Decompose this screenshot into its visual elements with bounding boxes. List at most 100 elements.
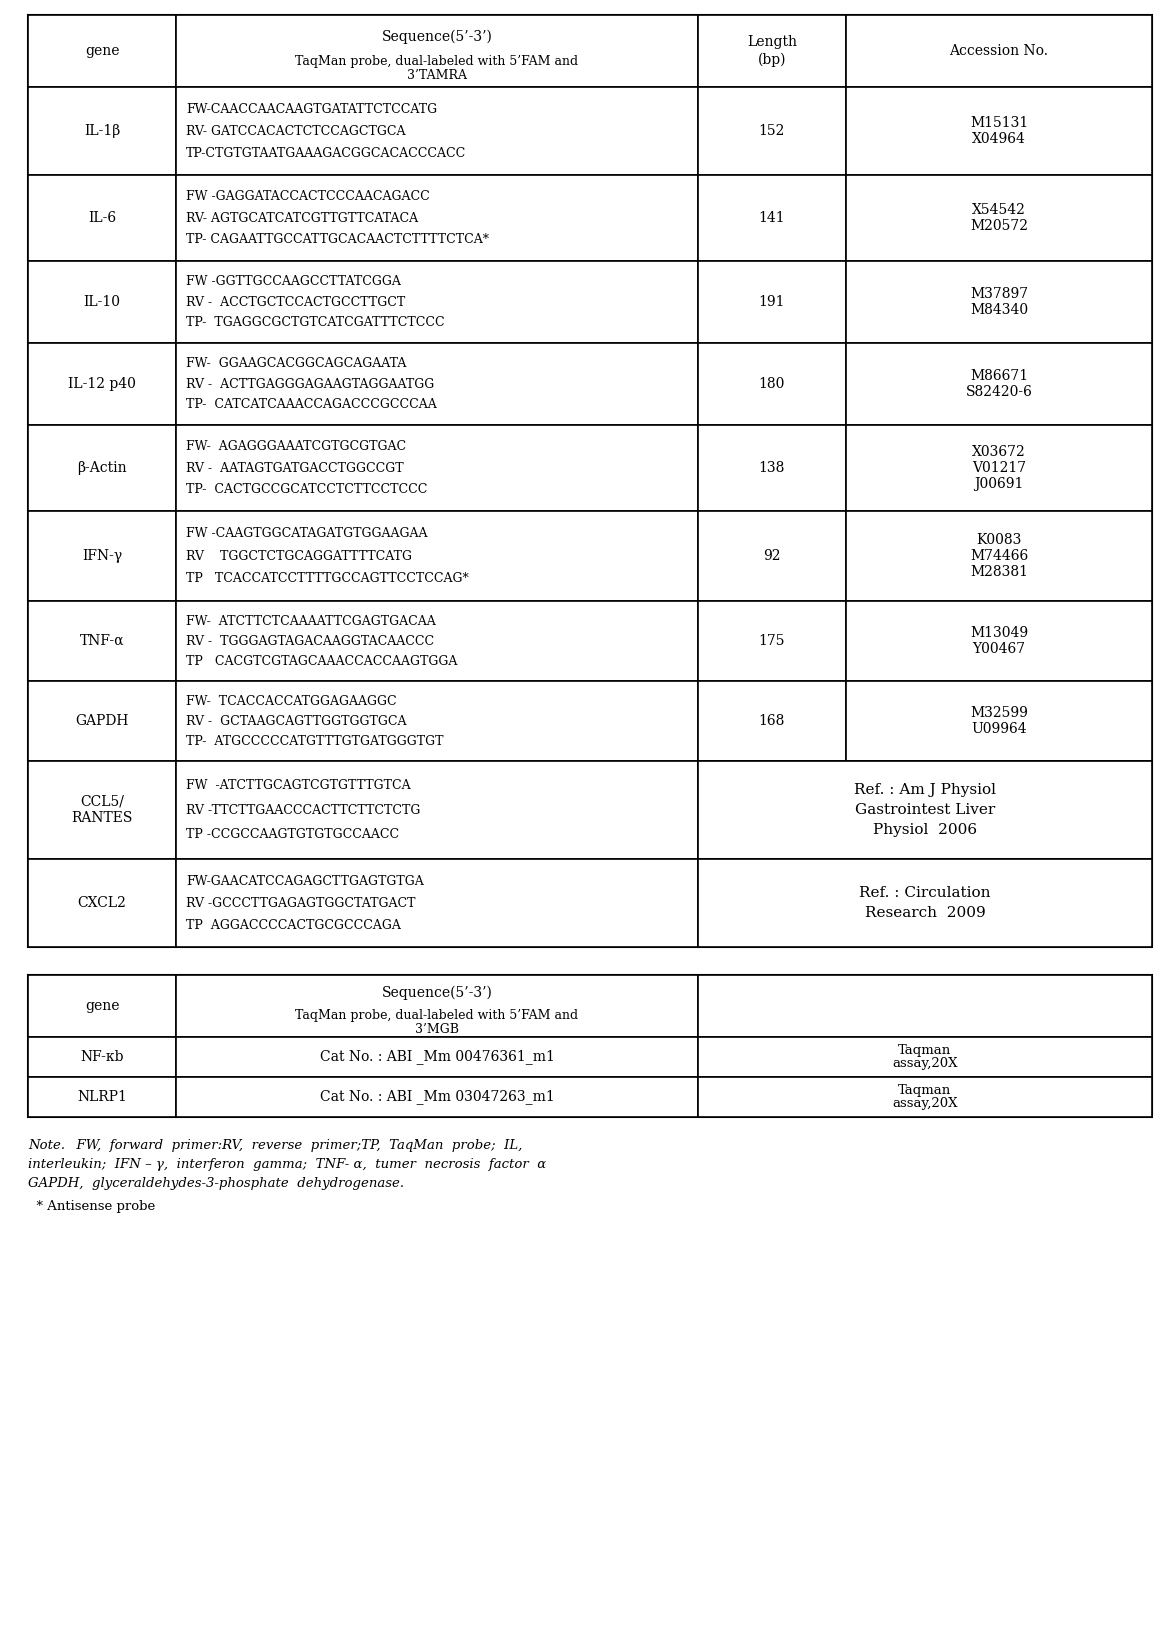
Text: RV -TTCTTGAACCCACTTCTTCTCTG: RV -TTCTTGAACCCACTTCTTCTCTG — [186, 803, 421, 816]
Text: RV -  TGGGAGTAGACAAGGTACAACCC: RV - TGGGAGTAGACAAGGTACAACCC — [186, 634, 434, 647]
Bar — [28, 760, 176, 858]
Bar — [176, 974, 699, 1037]
Text: TP- CAGAATTGCCATTGCACAACTCTTTTCTCA*: TP- CAGAATTGCCATTGCACAACTCTTTTCTCA* — [186, 234, 489, 245]
Bar — [699, 87, 846, 175]
Bar — [176, 1077, 699, 1117]
Text: 92: 92 — [763, 549, 781, 562]
Bar — [846, 682, 1152, 760]
Bar — [699, 682, 846, 760]
Text: TaqMan probe, dual-labeled with 5’FAM and: TaqMan probe, dual-labeled with 5’FAM an… — [295, 1009, 579, 1022]
Text: FW-CAACCAACAAGTGATATTCTCCATG: FW-CAACCAACAAGTGATATTCTCCATG — [186, 103, 437, 116]
Bar — [846, 602, 1152, 682]
Bar — [28, 602, 176, 682]
Bar — [28, 512, 176, 602]
Bar — [846, 512, 1152, 602]
Text: FW-  TCACCACCATGGAGAAGGC: FW- TCACCACCATGGAGAAGGC — [186, 695, 396, 708]
Bar — [699, 602, 846, 682]
Text: 3’MGB: 3’MGB — [415, 1022, 459, 1035]
Text: Gastrointest Liver: Gastrointest Liver — [854, 803, 995, 818]
Text: K0083: K0083 — [976, 533, 1022, 548]
Text: FW-  GGAAGCACGGCAGCAGAATA: FW- GGAAGCACGGCAGCAGAATA — [186, 356, 407, 370]
Text: IL-10: IL-10 — [83, 294, 121, 309]
Bar — [176, 1037, 699, 1077]
Text: X03672: X03672 — [972, 445, 1026, 459]
Text: Note.: Note. — [28, 1140, 66, 1153]
Bar — [176, 760, 699, 858]
Text: Ref. : Am J Physiol: Ref. : Am J Physiol — [854, 783, 996, 796]
Bar — [176, 87, 699, 175]
Text: V01217: V01217 — [972, 461, 1026, 476]
Bar — [28, 343, 176, 425]
Text: GAPDH: GAPDH — [75, 714, 129, 728]
Bar — [846, 858, 1152, 947]
Text: * Antisense probe: * Antisense probe — [28, 1200, 155, 1213]
Text: J00691: J00691 — [974, 477, 1023, 490]
Text: M86671: M86671 — [970, 370, 1028, 383]
Text: TP -CCGCCAAGTGTGTGCCAACC: TP -CCGCCAAGTGTGTGCCAACC — [186, 827, 400, 840]
Text: 191: 191 — [758, 294, 785, 309]
Bar — [28, 87, 176, 175]
Bar — [28, 15, 176, 87]
Bar — [846, 87, 1152, 175]
Text: 175: 175 — [758, 634, 785, 647]
Text: 152: 152 — [758, 124, 785, 137]
Text: TP-  CATCATCAAACCAGACCCGCCCAA: TP- CATCATCAAACCAGACCCGCCCAA — [186, 397, 437, 410]
Text: IL-6: IL-6 — [88, 211, 116, 226]
Text: gene: gene — [84, 999, 120, 1014]
Bar — [28, 858, 176, 947]
Bar — [176, 602, 699, 682]
Text: FW-GAACATCCAGAGCTTGAGTGTGA: FW-GAACATCCAGAGCTTGAGTGTGA — [186, 875, 424, 888]
Text: IL-12 p40: IL-12 p40 — [68, 378, 136, 391]
Bar — [176, 175, 699, 262]
Text: Accession No.: Accession No. — [949, 44, 1049, 57]
Text: U09964: U09964 — [972, 723, 1027, 736]
Text: 180: 180 — [758, 378, 785, 391]
Text: RV -GCCCTTGAGAGTGGCTATGACT: RV -GCCCTTGAGAGTGGCTATGACT — [186, 896, 416, 909]
Bar — [699, 343, 846, 425]
Text: Ref. : Circulation: Ref. : Circulation — [859, 886, 990, 899]
Bar — [176, 425, 699, 512]
Text: FW-  ATCTTCTCAAAATTCGAGTGACAA: FW- ATCTTCTCAAAATTCGAGTGACAA — [186, 615, 436, 628]
Text: M84340: M84340 — [970, 302, 1028, 317]
Text: NLRP1: NLRP1 — [77, 1091, 127, 1104]
Bar — [699, 512, 846, 602]
Text: 138: 138 — [758, 461, 785, 476]
Bar — [699, 858, 1152, 947]
Bar — [176, 262, 699, 343]
Bar — [846, 425, 1152, 512]
Bar — [176, 858, 699, 947]
Bar — [28, 1077, 176, 1117]
Bar — [699, 175, 846, 262]
Bar — [846, 175, 1152, 262]
Text: Cat No. : ABI _Mm 00476361_m1: Cat No. : ABI _Mm 00476361_m1 — [320, 1050, 554, 1064]
Bar — [176, 512, 699, 602]
Text: (bp): (bp) — [758, 52, 786, 67]
Bar — [176, 343, 699, 425]
Text: M15131: M15131 — [970, 116, 1028, 131]
Text: CXCL2: CXCL2 — [77, 896, 127, 911]
Text: Taqman: Taqman — [899, 1084, 952, 1097]
Text: assay,20X: assay,20X — [892, 1056, 958, 1069]
Bar — [699, 760, 1152, 858]
Text: CCL5/
RANTES: CCL5/ RANTES — [71, 795, 132, 826]
Bar — [699, 858, 846, 947]
Text: Cat No. : ABI _Mm 03047263_m1: Cat No. : ABI _Mm 03047263_m1 — [320, 1089, 554, 1104]
Bar — [28, 175, 176, 262]
Text: M20572: M20572 — [970, 219, 1028, 234]
Text: interleukin;  IFN – γ,  interferon  gamma;  TNF- α,  tumer  necrosis  factor  α: interleukin; IFN – γ, interferon gamma; … — [28, 1158, 546, 1171]
Text: Sequence(5’-3’): Sequence(5’-3’) — [382, 986, 492, 1001]
Text: FW  -ATCTTGCAGTCGTGTTTGTCA: FW -ATCTTGCAGTCGTGTTTGTCA — [186, 778, 410, 791]
Text: TP-CTGTGTAATGAAAGACGGCACACCCACC: TP-CTGTGTAATGAAAGACGGCACACCCACC — [186, 147, 466, 160]
Bar — [699, 974, 1152, 1037]
Text: RV    TGGCTCTGCAGGATTTTCATG: RV TGGCTCTGCAGGATTTTCATG — [186, 549, 413, 562]
Text: X54542: X54542 — [972, 203, 1026, 217]
Bar — [699, 1077, 1152, 1117]
Text: TP   TCACCATCCTTTTGCCAGTTCCTCCAG*: TP TCACCATCCTTTTGCCAGTTCCTCCAG* — [186, 572, 469, 585]
Text: Physiol  2006: Physiol 2006 — [873, 822, 977, 837]
Text: M32599: M32599 — [970, 706, 1028, 719]
Bar — [699, 262, 846, 343]
Text: 3’TAMRA: 3’TAMRA — [407, 69, 466, 82]
Text: Y00467: Y00467 — [973, 643, 1026, 656]
Text: assay,20X: assay,20X — [892, 1097, 958, 1110]
Text: M37897: M37897 — [970, 288, 1028, 301]
